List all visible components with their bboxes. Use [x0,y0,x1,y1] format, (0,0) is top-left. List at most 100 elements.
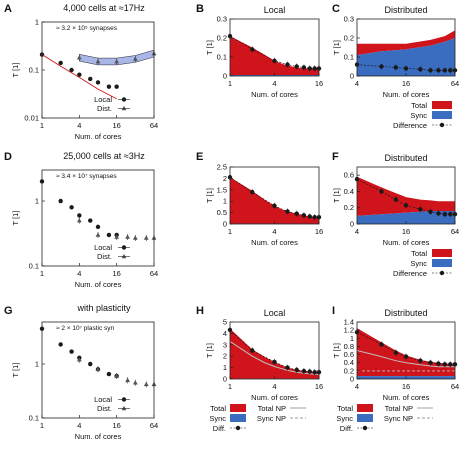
data-point-difference [272,359,277,365]
data-point-difference [448,362,453,367]
x-axis-label: Num. of cores [383,90,430,99]
legend-swatch-total [230,404,246,412]
data-point-dist [114,234,120,239]
y-tick-label: 1 [223,197,227,206]
legend-swatch-sync [432,259,452,267]
x-tick-label: 1 [228,79,232,88]
area-total [230,328,319,379]
y-tick-label: 1 [35,18,39,27]
data-point-difference [442,362,448,367]
y-axis-label: T [1] [332,40,341,55]
panel-title: 4,000 cells at ≈17Hz [63,3,145,13]
x-axis-label: Num. of cores [251,393,298,402]
x-tick-label: 1 [228,382,232,391]
legend-marker-difference [362,425,368,431]
y-tick-label: 5 [223,318,227,327]
area-total [357,328,455,377]
y-tick-label: 0.6 [344,350,354,359]
data-point-difference [428,360,433,365]
y-tick-label: 2.5 [217,163,227,172]
line-difference [356,64,455,71]
data-point-difference [294,64,299,69]
data-point-difference [393,65,399,70]
y-tick-label: 0.2 [344,203,354,212]
x-tick-label: 16 [112,421,120,430]
legend-marker-dist [121,105,127,111]
x-tick-label: 64 [451,382,459,391]
legend-label-sync-np: Sync NP [257,414,286,423]
y-tick-label: 0.1 [217,53,227,62]
legend-swatch-sync [357,414,373,422]
x-tick-label: 64 [451,79,459,88]
x-axis-label: Num. of cores [383,238,430,247]
data-point-difference [250,348,255,353]
data-point-local [88,218,93,223]
y-axis-label: T [1] [332,343,341,358]
data-point-difference [418,358,423,363]
legend-label-diff: Diff. [213,424,226,433]
data-point-dist [143,235,149,240]
y-tick-label: 0.1 [29,262,39,271]
y-axis-label: T [1] [205,188,214,203]
data-point-dist [95,232,101,237]
data-point-difference [285,62,290,67]
x-tick-label: 16 [112,121,120,130]
data-point-dist [132,56,138,61]
legend-label-total: Total [210,404,226,413]
data-point-difference [301,368,307,374]
area-total [357,30,455,56]
legend-label-local: Local [94,395,112,404]
data-point-difference [436,211,441,216]
data-point-local [58,198,63,204]
data-point-difference [379,342,384,347]
legend-label-sync: Sync [209,414,226,423]
y-axis-label: T [1] [11,363,20,378]
x-axis-label: Num. of cores [75,280,122,289]
data-point-difference [307,66,312,71]
x-tick-label: 4 [355,227,359,236]
x-axis-label: Num. of cores [251,238,298,247]
data-point-local [95,80,101,85]
data-point-difference [250,47,255,52]
panel-note: ≈ 3.2 × 10⁵ synapses [56,25,118,32]
legend-label-sync: Sync [410,259,427,268]
x-tick-label: 16 [402,227,410,236]
legend-marker-dist [121,405,127,411]
x-tick-label: 64 [451,227,459,236]
legend-label-diff: Difference [393,121,427,130]
y-tick-label: 0.2 [217,34,227,43]
legend-swatch-sync [432,111,452,119]
x-tick-label: 16 [402,382,410,391]
x-tick-label: 64 [150,269,158,278]
y-tick-label: 1.2 [344,326,354,335]
x-tick-label: 4 [272,227,276,236]
panel-letter-I: I [332,305,335,317]
x-tick-label: 4 [272,382,276,391]
legend-swatch-total [432,249,452,257]
data-point-difference [301,213,307,218]
y-tick-label: 1.5 [217,185,227,194]
x-tick-label: 4 [77,421,81,430]
line-difference [356,178,455,215]
y-tick-label: 0 [350,72,354,81]
legend-label-dist: Dist. [97,404,112,413]
data-point-difference [301,65,307,70]
x-tick-label: 1 [40,121,44,130]
data-point-local [77,213,82,218]
y-tick-label: 0.3 [217,15,227,24]
y-tick-label: 0 [223,72,227,81]
x-tick-label: 16 [315,79,323,88]
panel-title: Local [264,308,286,318]
legend-label-total: Total [411,101,427,110]
legend-label-total-np: Total NP [258,404,286,413]
y-axis-label: T [1] [332,188,341,203]
y-tick-label: 1.4 [344,318,354,327]
data-point-local [95,224,101,230]
data-point-difference [448,212,453,217]
line-total-np [356,350,455,368]
legend-label-local: Local [94,243,112,252]
panel-letter-E: E [196,151,203,163]
data-point-difference [307,369,312,374]
y-tick-label: 0 [350,375,354,384]
